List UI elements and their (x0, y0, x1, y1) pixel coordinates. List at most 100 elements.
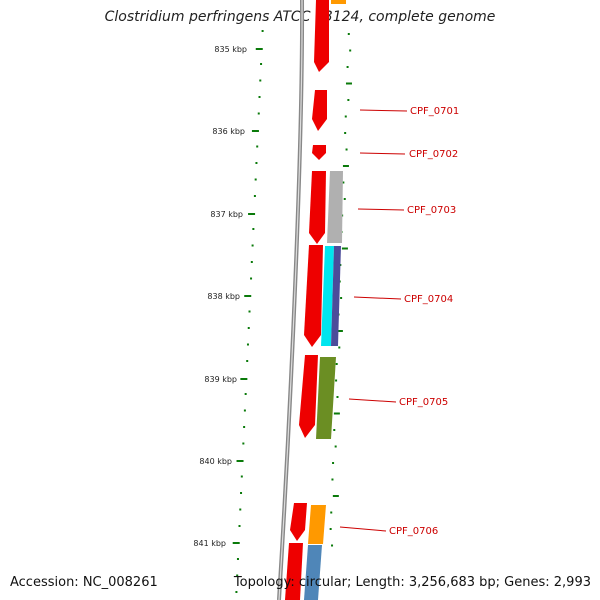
gc-dot (330, 511, 333, 514)
gene-labels: CPF_0701 CPF_0702 CPF_0703 CPF_0704 CPF_… (389, 106, 459, 537)
cds-arrow (309, 171, 326, 244)
gc-dot (335, 379, 338, 382)
gc-dot (236, 558, 239, 560)
gc-dot (338, 346, 341, 349)
gc-dot (345, 82, 352, 85)
gc-dot (253, 195, 256, 197)
gc-dot (342, 181, 345, 184)
gc-dot (342, 165, 349, 167)
gc-skew-dots (232, 30, 352, 593)
gc-dot (335, 363, 338, 365)
leader-line (357, 208, 405, 211)
gene-label: CPF_0706 (389, 526, 438, 537)
gc-dot (250, 277, 253, 280)
cds-arrow (312, 90, 327, 131)
gc-dot (347, 33, 350, 35)
gc-dot (343, 198, 346, 200)
gc-dot (341, 247, 348, 250)
gc-dot (236, 574, 239, 577)
gene-label: CPF_0703 (407, 205, 456, 216)
accession-text: Accession: NC_008261 (10, 575, 158, 590)
gc-dot (336, 396, 339, 398)
leader-line (359, 152, 406, 155)
cyan-bar (321, 246, 334, 346)
gc-dot (254, 178, 257, 181)
gene-label-leaders (339, 109, 408, 532)
gc-dot (340, 297, 343, 299)
tick-label: 836 kbp (212, 127, 245, 136)
gc-dot (240, 475, 243, 478)
gc-dot (332, 495, 339, 497)
gc-dot (240, 378, 248, 380)
gc-dot (251, 244, 254, 247)
gc-dot (244, 393, 247, 395)
gc-dot (243, 409, 246, 412)
tick-labels: 835 kbp 836 kbp 837 kbp 838 kbp 839 kbp … (193, 45, 247, 548)
gene-label: CPF_0701 (410, 106, 459, 117)
olive-bar (316, 357, 336, 439)
gc-dot (244, 295, 252, 297)
gc-dot (334, 445, 337, 448)
cds-track (285, 0, 329, 600)
leader-line (359, 109, 408, 112)
gene-label: CPF_0705 (399, 397, 448, 408)
gc-dot (252, 228, 255, 230)
gc-dot (240, 492, 243, 494)
tick-label: 838 kbp (207, 292, 240, 301)
gc-dot (333, 412, 340, 415)
gc-dot (259, 79, 262, 82)
cds-arrow (314, 0, 329, 72)
gc-dot (243, 426, 246, 428)
topology-text: Topology: circular; Length: 3,256,683 bp… (233, 575, 591, 590)
category-track (304, 0, 346, 600)
map-title: Clostridium perfringens ATCC 13124, comp… (104, 9, 496, 25)
gc-dot (248, 310, 251, 313)
gc-dot (345, 148, 348, 151)
cds-arrow (299, 355, 318, 438)
gc-dot (251, 130, 259, 132)
navy-bar (331, 246, 341, 346)
gc-dot (236, 460, 244, 462)
gc-dot (332, 462, 335, 464)
gray-bar (327, 171, 343, 243)
orange-bar (308, 505, 326, 544)
blue-bar (304, 545, 322, 600)
cds-arrow (312, 145, 326, 160)
gc-dot (344, 132, 347, 134)
cds-arrow (285, 543, 303, 600)
gc-dot (238, 525, 241, 527)
tick-label: 841 kbp (193, 539, 226, 548)
cds-arrow (290, 503, 307, 541)
gc-dot (248, 213, 256, 215)
gc-dot (232, 542, 240, 544)
gc-dot (260, 63, 263, 65)
gc-dot (246, 360, 249, 362)
gene-label: CPF_0702 (409, 149, 458, 160)
leader-line (339, 526, 387, 532)
gc-dot (250, 261, 253, 263)
tick-label: 837 kbp (210, 210, 243, 219)
gene-label: CPF_0704 (404, 294, 453, 305)
tick-label: 839 kbp (204, 375, 237, 384)
gc-dot (329, 528, 332, 530)
gc-dot (257, 112, 260, 115)
gc-dot (333, 429, 336, 431)
gc-dot (258, 96, 261, 98)
gc-dot (235, 591, 238, 593)
gc-dot (347, 99, 350, 101)
gc-dot (239, 508, 242, 511)
gc-dot (261, 30, 264, 32)
gc-dot (255, 48, 263, 50)
gc-dot (331, 478, 334, 481)
tick-label: 840 kbp (199, 457, 232, 466)
gc-dot (256, 145, 259, 148)
top-orange-segment (331, 0, 346, 4)
gc-dot (242, 442, 245, 445)
leader-line (348, 398, 397, 403)
gc-dot (255, 162, 258, 164)
gc-dot (331, 544, 334, 547)
gc-dot (344, 115, 347, 118)
gc-dot (349, 49, 352, 52)
cds-arrow (304, 245, 323, 347)
